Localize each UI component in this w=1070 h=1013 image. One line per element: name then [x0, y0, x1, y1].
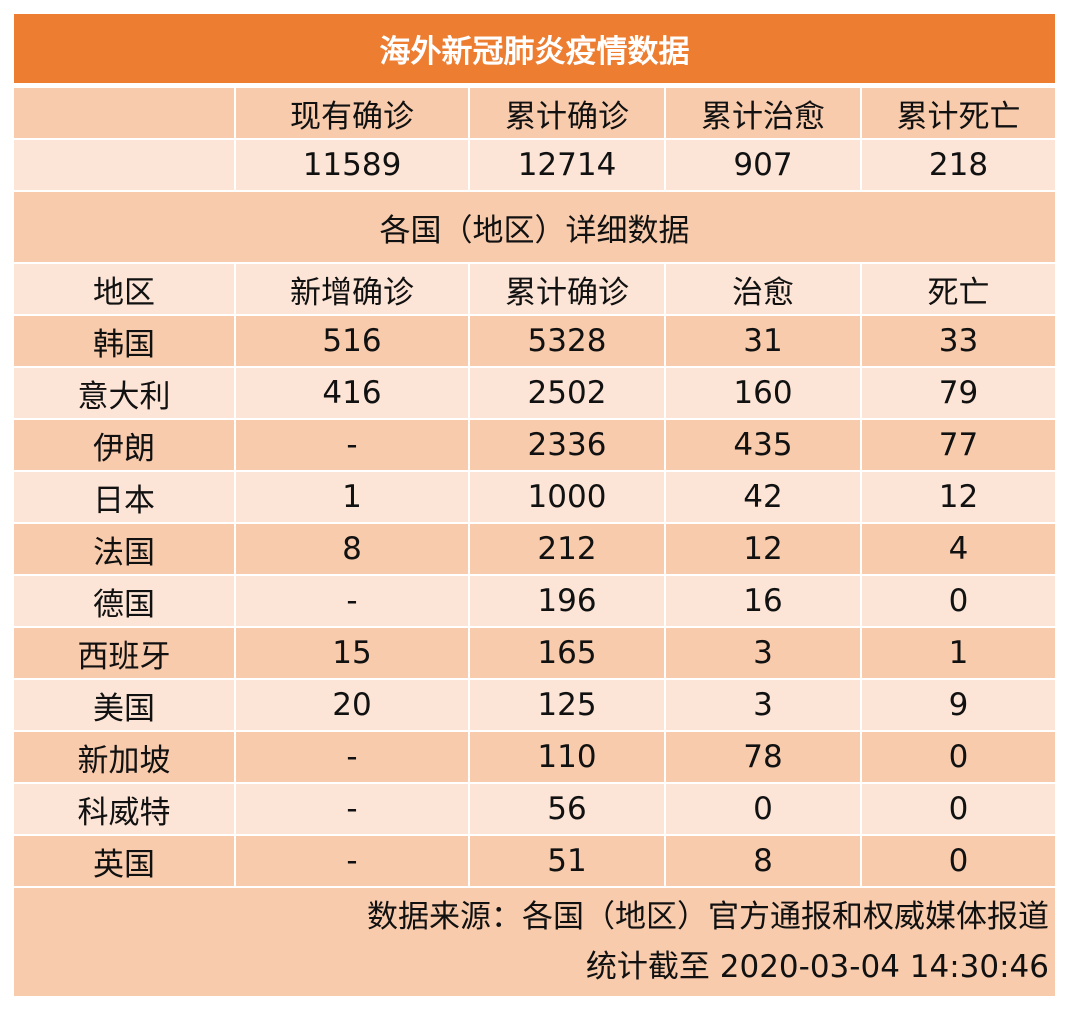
summary-value-cell: 218 — [862, 140, 1055, 192]
table-cell: 0 — [862, 576, 1055, 628]
region-name-cell: 日本 — [14, 472, 236, 524]
summary-header-cell: 累计治愈 — [666, 88, 862, 140]
table-cell: 1 — [236, 472, 470, 524]
data-table: 海外新冠肺炎疫情数据 现有确诊 累计确诊 累计治愈 累计死亡 11589 127… — [14, 14, 1055, 996]
detail-section: 地区 新增确诊 累计确诊 治愈 死亡 韩国 516 5328 31 33 意大利 416 25… — [14, 264, 1055, 888]
table-row: 科威特 -56 0 0 — [14, 784, 1055, 836]
region-name-cell: 法国 — [14, 524, 236, 576]
table-cell: 0 — [862, 784, 1055, 836]
table-cell: 435 — [666, 420, 862, 472]
detail-body: 韩国 516 5328 31 33 意大利 416 2502 160 79 伊朗 -2336 435 77… — [14, 316, 1055, 888]
table-cell: 12 — [666, 524, 862, 576]
table-cell: - — [236, 576, 470, 628]
summary-value-row: 11589 12714 907 218 — [14, 140, 1055, 192]
table-cell: 3 — [666, 680, 862, 732]
region-name-cell: 韩国 — [14, 316, 236, 368]
table-cell: 1 — [862, 628, 1055, 680]
table-row: 意大利 416 2502 160 79 — [14, 368, 1055, 420]
table-row: 英国 -51 8 0 — [14, 836, 1055, 888]
table-title: 海外新冠肺炎疫情数据 — [14, 14, 1055, 83]
table-cell: 516 — [236, 316, 470, 368]
summary-value-cell: 907 — [666, 140, 862, 192]
table-cell: 33 — [862, 316, 1055, 368]
table-cell: 77 — [862, 420, 1055, 472]
table-cell: 15 — [236, 628, 470, 680]
table-cell: 212 — [470, 524, 666, 576]
summary-value-cell: 12714 — [470, 140, 666, 192]
summary-value-cell — [14, 140, 236, 192]
table-footer: 数据来源：各国（地区）官方通报和权威媒体报道 统计截至 2020-03-04 1… — [14, 888, 1055, 996]
table-cell: 196 — [470, 576, 666, 628]
source-note: 数据来源：各国（地区）官方通报和权威媒体报道 — [367, 899, 1049, 935]
summary-section: 现有确诊 累计确诊 累计治愈 累计死亡 11589 12714 907 218 — [14, 88, 1055, 192]
table-cell: 160 — [666, 368, 862, 420]
table-row: 美国 20 125 3 9 — [14, 680, 1055, 732]
detail-header-cell: 地区 — [14, 264, 236, 316]
region-name-cell: 新加坡 — [14, 732, 236, 784]
table-row: 日本 1 1000 42 12 — [14, 472, 1055, 524]
summary-header-row: 现有确诊 累计确诊 累计治愈 累计死亡 — [14, 88, 1055, 140]
detail-header-cell: 死亡 — [862, 264, 1055, 316]
detail-header-cell: 治愈 — [666, 264, 862, 316]
table-cell: 0 — [862, 836, 1055, 888]
table-cell: 0 — [666, 784, 862, 836]
table-cell: 31 — [666, 316, 862, 368]
table-cell: 56 — [470, 784, 666, 836]
table-cell: 2502 — [470, 368, 666, 420]
table-cell: 79 — [862, 368, 1055, 420]
table-cell: - — [236, 784, 470, 836]
table-cell: 2336 — [470, 420, 666, 472]
region-name-cell: 科威特 — [14, 784, 236, 836]
table-cell: 8 — [236, 524, 470, 576]
table-cell: 5328 — [470, 316, 666, 368]
summary-header-cell: 现有确诊 — [236, 88, 470, 140]
region-name-cell: 西班牙 — [14, 628, 236, 680]
table-cell: 12 — [862, 472, 1055, 524]
table-row: 德国 -196 16 0 — [14, 576, 1055, 628]
table-row: 新加坡 -110 78 0 — [14, 732, 1055, 784]
region-name-cell: 意大利 — [14, 368, 236, 420]
table-cell: 20 — [236, 680, 470, 732]
table-cell: 16 — [666, 576, 862, 628]
summary-header-cell: 累计确诊 — [470, 88, 666, 140]
table-row: 西班牙 15 165 3 1 — [14, 628, 1055, 680]
table-cell: 9 — [862, 680, 1055, 732]
table-cell: 4 — [862, 524, 1055, 576]
table-cell: 42 — [666, 472, 862, 524]
table-cell: 78 — [666, 732, 862, 784]
region-name-cell: 美国 — [14, 680, 236, 732]
table-cell: 1000 — [470, 472, 666, 524]
table-row: 法国 8 212 12 4 — [14, 524, 1055, 576]
region-name-cell: 德国 — [14, 576, 236, 628]
table-cell: 0 — [862, 732, 1055, 784]
table-cell: - — [236, 836, 470, 888]
detail-section-title: 各国（地区）详细数据 — [14, 192, 1055, 264]
region-name-cell: 伊朗 — [14, 420, 236, 472]
table-row: 韩国 516 5328 31 33 — [14, 316, 1055, 368]
table-cell: 416 — [236, 368, 470, 420]
detail-header-row: 地区 新增确诊 累计确诊 治愈 死亡 — [14, 264, 1055, 316]
summary-header-cell: 累计死亡 — [862, 88, 1055, 140]
table-cell: 3 — [666, 628, 862, 680]
table-cell: 165 — [470, 628, 666, 680]
table-cell: 125 — [470, 680, 666, 732]
region-name-cell: 英国 — [14, 836, 236, 888]
detail-header-cell: 新增确诊 — [236, 264, 470, 316]
summary-header-cell — [14, 88, 236, 140]
table-row: 伊朗 -2336 435 77 — [14, 420, 1055, 472]
table-cell: 51 — [470, 836, 666, 888]
timestamp-note: 统计截至 2020-03-04 14:30:46 — [585, 949, 1049, 985]
summary-value-cell: 11589 — [236, 140, 470, 192]
table-cell: 110 — [470, 732, 666, 784]
table-cell: - — [236, 420, 470, 472]
table-cell: - — [236, 732, 470, 784]
table-cell: 8 — [666, 836, 862, 888]
detail-header-cell: 累计确诊 — [470, 264, 666, 316]
